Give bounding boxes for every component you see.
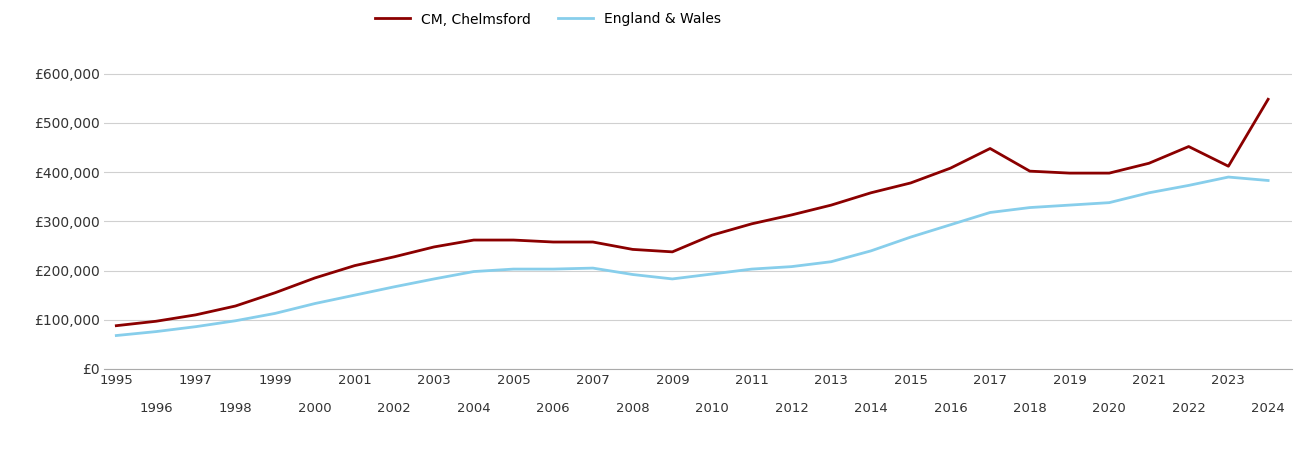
CM, Chelmsford <box>1181 144 1197 149</box>
CM, Chelmsford <box>307 275 322 281</box>
England & Wales <box>1101 200 1117 205</box>
England & Wales <box>505 266 521 272</box>
CM, Chelmsford <box>942 166 958 171</box>
England & Wales <box>108 333 124 338</box>
CM, Chelmsford <box>903 180 919 186</box>
CM, Chelmsford <box>784 212 800 218</box>
England & Wales <box>1261 178 1276 183</box>
CM, Chelmsford <box>1101 171 1117 176</box>
CM, Chelmsford <box>268 290 283 295</box>
CM, Chelmsford <box>466 237 482 243</box>
CM, Chelmsford <box>983 146 998 151</box>
England & Wales <box>1181 183 1197 188</box>
CM, Chelmsford <box>227 303 243 309</box>
Legend: CM, Chelmsford, England & Wales: CM, Chelmsford, England & Wales <box>369 7 727 32</box>
CM, Chelmsford <box>823 202 839 208</box>
England & Wales <box>863 248 878 253</box>
Line: England & Wales: England & Wales <box>116 177 1268 336</box>
England & Wales <box>188 324 204 329</box>
England & Wales <box>823 259 839 265</box>
England & Wales <box>1062 202 1078 208</box>
England & Wales <box>983 210 998 215</box>
England & Wales <box>268 310 283 316</box>
CM, Chelmsford <box>545 239 561 245</box>
England & Wales <box>545 266 561 272</box>
England & Wales <box>903 234 919 240</box>
England & Wales <box>664 276 680 282</box>
England & Wales <box>307 301 322 306</box>
England & Wales <box>149 329 164 334</box>
England & Wales <box>466 269 482 274</box>
CM, Chelmsford <box>625 247 641 252</box>
England & Wales <box>744 266 760 272</box>
CM, Chelmsford <box>585 239 600 245</box>
CM, Chelmsford <box>1141 161 1156 166</box>
CM, Chelmsford <box>188 312 204 318</box>
England & Wales <box>784 264 800 269</box>
CM, Chelmsford <box>1062 171 1078 176</box>
England & Wales <box>1022 205 1037 210</box>
CM, Chelmsford <box>1261 97 1276 102</box>
CM, Chelmsford <box>386 254 402 260</box>
England & Wales <box>625 272 641 277</box>
England & Wales <box>585 266 600 271</box>
CM, Chelmsford <box>863 190 878 195</box>
England & Wales <box>1141 190 1156 195</box>
England & Wales <box>1220 174 1236 180</box>
CM, Chelmsford <box>664 249 680 255</box>
CM, Chelmsford <box>108 323 124 328</box>
CM, Chelmsford <box>1220 163 1236 169</box>
Line: CM, Chelmsford: CM, Chelmsford <box>116 99 1268 326</box>
CM, Chelmsford <box>149 319 164 324</box>
England & Wales <box>942 222 958 228</box>
CM, Chelmsford <box>505 237 521 243</box>
England & Wales <box>347 292 363 298</box>
CM, Chelmsford <box>427 244 442 250</box>
England & Wales <box>386 284 402 289</box>
England & Wales <box>227 318 243 324</box>
England & Wales <box>427 276 442 282</box>
CM, Chelmsford <box>744 221 760 226</box>
CM, Chelmsford <box>347 263 363 268</box>
England & Wales <box>705 271 720 277</box>
CM, Chelmsford <box>1022 168 1037 174</box>
CM, Chelmsford <box>705 232 720 238</box>
